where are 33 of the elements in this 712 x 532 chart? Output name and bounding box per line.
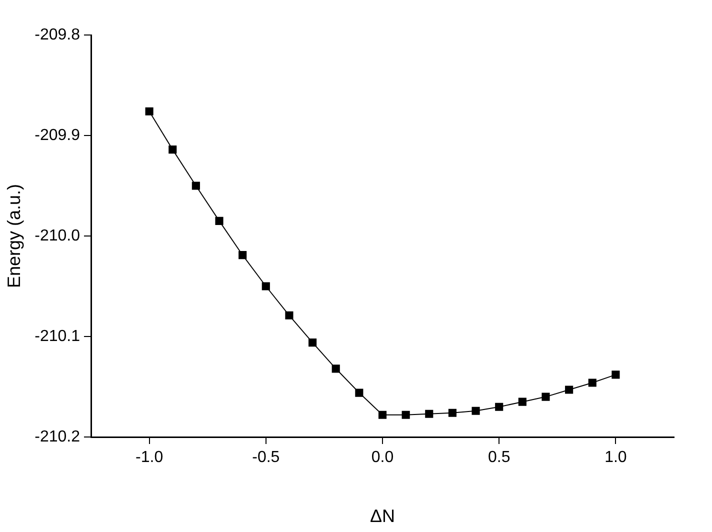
point <box>215 216 224 225</box>
x-axis-title: ΔN <box>370 506 396 526</box>
point <box>518 398 526 406</box>
point <box>612 370 620 379</box>
y-axis-title: Energy (a.u.) <box>4 184 24 288</box>
y-tick-label: -209.9 <box>34 126 80 144</box>
x-tick-label: 0.5 <box>488 449 510 466</box>
point <box>425 410 434 418</box>
point <box>192 182 200 190</box>
y-tick-label: -209.8 <box>34 26 80 44</box>
point <box>355 388 364 397</box>
point <box>495 402 504 411</box>
point <box>168 146 177 154</box>
point <box>472 406 480 415</box>
x-tick-label: 1.0 <box>604 449 627 466</box>
point <box>448 408 456 417</box>
point <box>542 392 550 401</box>
x-tick-label: 0.0 <box>371 449 394 466</box>
point <box>238 251 247 260</box>
point <box>262 282 270 290</box>
point <box>285 311 294 320</box>
point <box>588 378 596 387</box>
y-tick-label: -210.2 <box>34 428 80 446</box>
point <box>378 410 387 419</box>
x-tick-label: -0.5 <box>252 449 280 466</box>
point <box>308 338 317 347</box>
y-tick-label: -210.1 <box>34 328 80 345</box>
point <box>565 386 574 394</box>
x-tick-label: -1.0 <box>136 449 164 466</box>
point <box>402 410 410 419</box>
y-tick-label: -210.0 <box>34 227 80 244</box>
point <box>332 364 340 373</box>
point <box>145 107 154 116</box>
